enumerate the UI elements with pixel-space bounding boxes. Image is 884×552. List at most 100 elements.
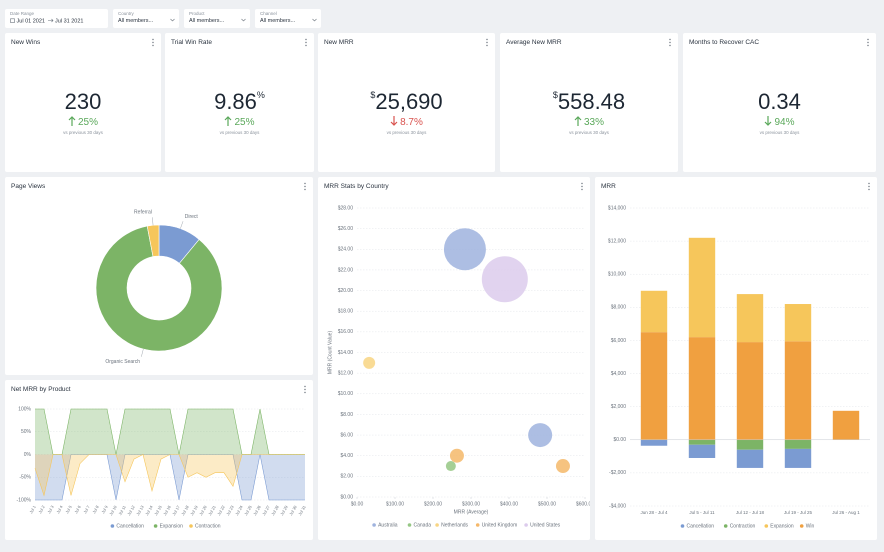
menu-dot [486, 44, 488, 47]
bar-segment [784, 341, 812, 440]
y-tick-label: $20.00 [338, 288, 354, 294]
bar-segment [784, 439, 812, 449]
menu-dot [304, 385, 306, 388]
menu-dot [581, 185, 583, 188]
menu-icon[interactable] [304, 38, 308, 47]
x-tick-label: Jul 25 [243, 504, 253, 516]
bubble [481, 256, 528, 303]
chart-panel: $0.00 $2.00 $4.00 $6.00 $8.00 $10.00 $12.00 $14… [318, 177, 590, 540]
bubble [449, 448, 464, 463]
x-tick-label: Jul 5 - Jul 11 [689, 510, 715, 515]
kpi-change: 25% [77, 117, 98, 128]
y-tick-label: $28.00 [338, 205, 354, 211]
legend-swatch [524, 523, 528, 527]
x-tick-label: Jul 12 - Jul 18 [736, 510, 765, 515]
legend-label: Netherlands [441, 522, 468, 528]
legend-label: Contraction [195, 523, 221, 529]
kpi-value-row: $25,690 [318, 89, 495, 115]
x-tick-label: Jul 26 - Aug 1 [832, 510, 860, 515]
bubble [363, 356, 376, 369]
country-filter[interactable]: Country All members... [113, 9, 179, 28]
legend-swatch [110, 524, 115, 528]
menu-icon[interactable] [580, 182, 584, 191]
menu-dot [304, 182, 306, 185]
slice-label: Direct [185, 214, 199, 220]
bar-segment [736, 342, 764, 440]
menu-dot [152, 41, 154, 44]
menu-dot [304, 185, 306, 188]
caret-icon [312, 18, 317, 22]
chart-panel: Direct Organic Search Referral Page Views [5, 177, 313, 375]
x-tick-label: Jul 13 [135, 504, 145, 516]
menu-icon[interactable] [485, 38, 489, 47]
bar-segment [688, 439, 716, 445]
x-tick-label: Jul 14 [144, 504, 154, 516]
y-tick-label: $8.00 [340, 412, 353, 418]
menu-dot [486, 38, 488, 41]
y-axis-title: MRR (Count Value) [327, 331, 333, 375]
bar-segment [640, 439, 668, 446]
product-filter[interactable]: Product All members... [184, 9, 250, 28]
x-tick-label: Jul 1 [28, 504, 37, 514]
legend-swatch [372, 523, 376, 527]
channel-filter[interactable]: Channel All members... [255, 9, 321, 28]
menu-icon[interactable] [867, 182, 871, 191]
x-tick-label: Jul 7 [82, 504, 91, 514]
chart-title: MRR Stats by Country [324, 183, 389, 190]
area-fill [35, 454, 305, 496]
legend-label: Cancellation [687, 523, 715, 529]
legend-label: United Kingdom [482, 522, 518, 528]
kpi-value-row: 9.86% [165, 89, 314, 115]
bubble [528, 423, 553, 448]
y-tick-label: $10,000 [608, 272, 626, 278]
y-tick-label: $2.00 [340, 474, 353, 480]
menu-icon[interactable] [303, 182, 307, 191]
filter-label: Channel [260, 11, 277, 16]
kpi-value: 0.34 [758, 89, 801, 114]
caret-icon [241, 18, 246, 22]
kpi-change: 25% [234, 117, 255, 128]
bar-segment [832, 410, 860, 440]
kpi-title: Months to Recover CAC [689, 39, 760, 46]
kpi-card: Months to Recover CAC 0.34 94% vs previous … [683, 33, 876, 172]
bar-segment [688, 337, 716, 440]
legend-label: Canada [414, 522, 432, 528]
kpi-change-row: 8.7% [318, 115, 495, 128]
x-tick-label: Jul 15 [153, 504, 163, 516]
x-tick-label: $600.00 [576, 501, 590, 507]
x-tick-label: Jul 6 [73, 504, 82, 514]
menu-dot [867, 41, 869, 44]
chart-title: Net MRR by Product [11, 386, 71, 393]
y-tick-label: $26.00 [338, 226, 354, 232]
leader-line [152, 217, 154, 226]
y-tick-label: $0.00 [340, 494, 353, 500]
kpi-note: vs previous 30 days [63, 130, 103, 135]
caret [170, 18, 175, 22]
kpi-prefix: $ [370, 90, 376, 100]
menu-icon[interactable] [303, 385, 307, 394]
kpi-value: 9.86 [214, 89, 257, 114]
menu-dot [304, 188, 306, 191]
menu-icon[interactable] [151, 38, 155, 47]
bar-segment [688, 237, 716, 338]
menu-dot [669, 44, 671, 47]
legend-swatch [799, 524, 804, 528]
y-tick-label: $14.00 [338, 350, 354, 356]
y-tick-label: $10.00 [338, 391, 354, 397]
leader-line [141, 348, 144, 357]
y-tick-label: -$4,000 [609, 503, 626, 509]
chart: Direct Organic Search Referral [95, 210, 223, 365]
bubble [445, 461, 456, 472]
x-tick-label: $400.00 [500, 501, 518, 507]
x-tick-label: Jul 12 [126, 504, 136, 516]
x-tick-label: Jul 4 [55, 504, 64, 514]
filter-label: Product [189, 11, 205, 16]
x-tick-label: $0.00 [351, 501, 364, 507]
menu-icon[interactable] [668, 38, 672, 47]
arrow-icon [47, 18, 53, 23]
date-filter[interactable]: Date Range Jul 01 2021 Jul 31 2021 [5, 9, 108, 28]
caret [241, 18, 246, 22]
menu-icon[interactable] [866, 38, 870, 47]
x-tick-label: Jul 30 [288, 504, 298, 516]
kpi-change: 33% [583, 117, 604, 128]
